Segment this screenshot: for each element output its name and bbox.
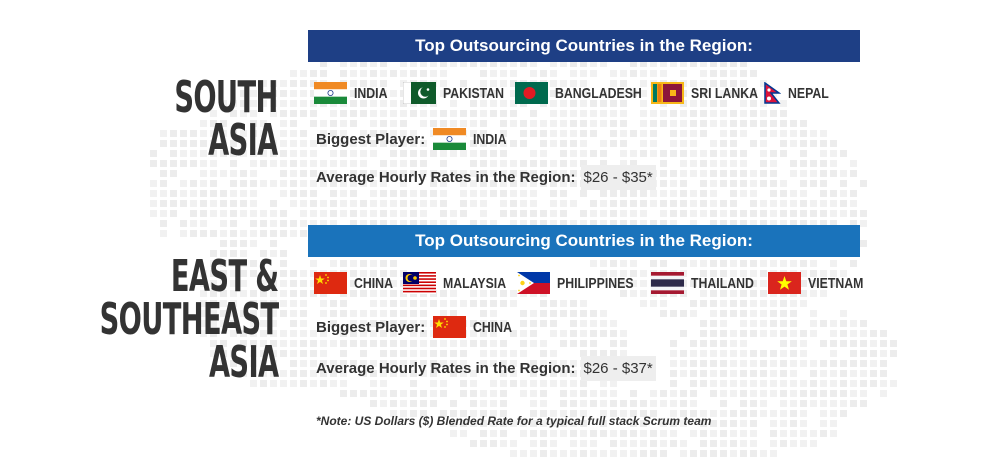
- china-flag-icon: [433, 316, 467, 338]
- banner-text: Top Outsourcing Countries in the Region:: [415, 231, 753, 250]
- region-title-line: ASIA: [208, 337, 278, 388]
- hourly-rate-value: $26 - $37*: [580, 356, 656, 381]
- hourly-rate-label: Average Hourly Rates in the Region:: [316, 360, 576, 377]
- malaysia-flag-icon: [403, 272, 436, 294]
- country-india: INDIA: [314, 81, 395, 105]
- philippines-flag-icon: [517, 272, 550, 294]
- hourly-rate-label: Average Hourly Rates in the Region:: [316, 169, 576, 186]
- footnote: *Note: US Dollars ($) Blended Rate for a…: [316, 414, 712, 428]
- country-name: SRI LANKA: [691, 84, 758, 102]
- country-vietnam: VIETNAM: [768, 271, 876, 295]
- sri-lanka-flag-icon: [651, 82, 684, 104]
- country-name: PHILIPPINES: [557, 274, 634, 292]
- china-flag-icon: [314, 272, 347, 294]
- hourly-rate-value: $26 - $35*: [580, 165, 656, 190]
- country-philippines: PHILIPPINES: [517, 271, 650, 295]
- country-bangladesh: BANGLADESH: [515, 81, 661, 105]
- country-name: NEPAL: [788, 84, 829, 102]
- hourly-rate-east-southeast-asia: Average Hourly Rates in the Region: $26 …: [316, 356, 656, 381]
- region-title-south-asia: SOUTH ASIA: [174, 72, 279, 166]
- country-thailand: THAILAND: [651, 271, 768, 295]
- india-flag-icon: [314, 82, 347, 104]
- banner-south-asia: Top Outsourcing Countries in the Region:: [308, 30, 860, 62]
- biggest-player-label: Biggest Player:: [316, 318, 426, 336]
- biggest-player-east-southeast-asia: Biggest Player: CHINA: [316, 316, 521, 338]
- country-name: THAILAND: [691, 274, 754, 292]
- country-name: INDIA: [354, 84, 388, 102]
- thailand-flag-icon: [651, 272, 684, 294]
- country-malaysia: MALAYSIA: [403, 271, 520, 295]
- india-flag-icon: [433, 128, 467, 150]
- banner-east-southeast-asia: Top Outsourcing Countries in the Region:: [308, 225, 860, 257]
- country-name: VIETNAM: [808, 274, 864, 292]
- pakistan-flag-icon: [403, 82, 436, 104]
- region-title-line: SOUTH: [174, 72, 279, 123]
- region-title-east-southeast-asia: EAST & SOUTHEAST ASIA: [99, 251, 278, 388]
- country-sri-lanka: SRI LANKA: [651, 81, 773, 105]
- country-name: BANGLADESH: [555, 84, 642, 102]
- hourly-rate-south-asia: Average Hourly Rates in the Region: $26 …: [316, 165, 656, 190]
- country-nepal: NEPAL: [764, 81, 838, 105]
- country-name: PAKISTAN: [443, 84, 505, 102]
- vietnam-flag-icon: [768, 272, 801, 294]
- country-name: MALAYSIA: [443, 274, 507, 292]
- region-title-line: EAST &: [170, 251, 278, 302]
- bangladesh-flag-icon: [515, 82, 548, 104]
- biggest-player-country: INDIA: [473, 130, 507, 148]
- country-pakistan: PAKISTAN: [403, 81, 517, 105]
- banner-text: Top Outsourcing Countries in the Region:: [415, 36, 753, 55]
- country-name: CHINA: [354, 274, 393, 292]
- region-title-line: ASIA: [208, 115, 278, 166]
- nepal-flag-icon: [764, 82, 781, 104]
- biggest-player-country: CHINA: [473, 318, 513, 336]
- biggest-player-label: Biggest Player:: [316, 130, 426, 148]
- country-china: CHINA: [314, 271, 402, 295]
- region-title-line: SOUTHEAST: [99, 294, 278, 345]
- biggest-player-south-asia: Biggest Player: INDIA: [316, 128, 514, 150]
